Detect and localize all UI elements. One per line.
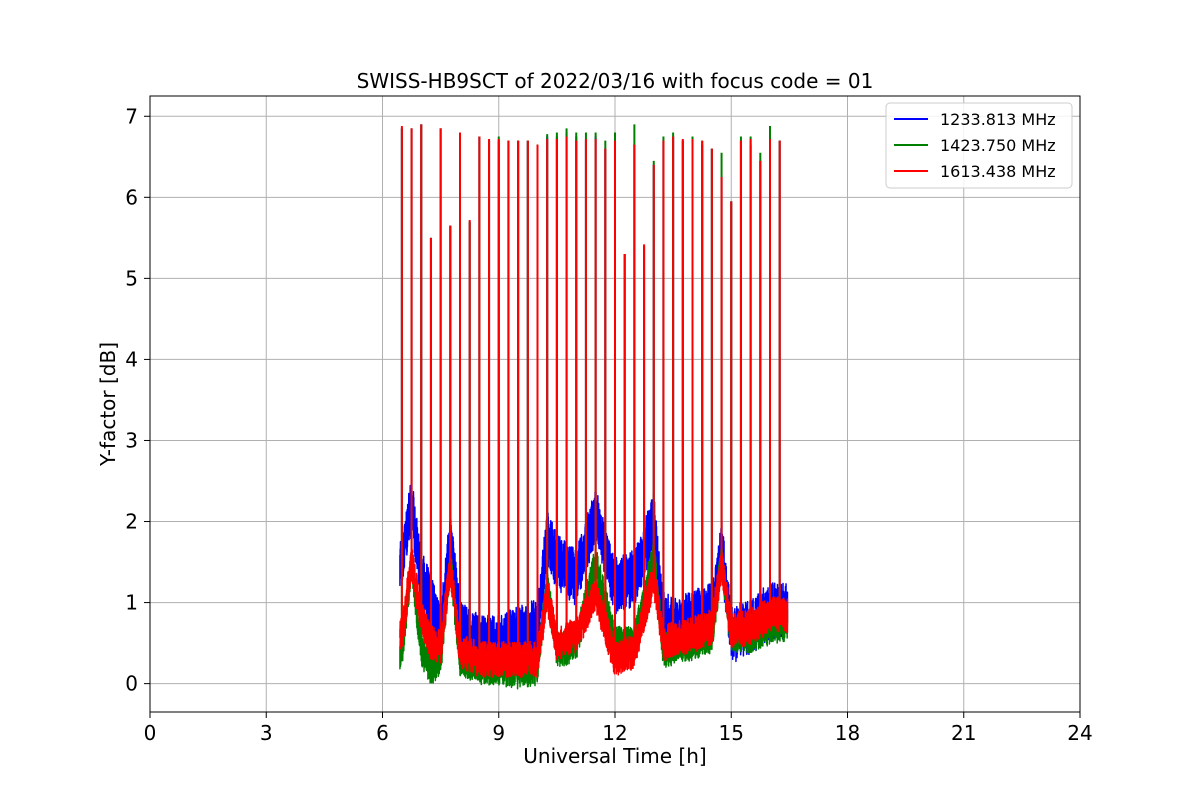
x-tick-label: 6 (376, 721, 389, 745)
x-tick-label: 3 (260, 721, 273, 745)
y-tick-label: 2 (125, 510, 138, 534)
y-tick-label: 0 (125, 672, 138, 696)
y-tick-label: 4 (125, 347, 138, 371)
legend: 1233.813 MHz 1423.750 MHz 1613.438 MHz (885, 102, 1073, 189)
x-tick-label: 12 (602, 721, 627, 745)
x-tick-label: 15 (719, 721, 744, 745)
y-axis-ticks: 0 1 2 3 4 5 6 7 (125, 104, 150, 696)
y-tick-label: 1 (125, 591, 138, 615)
x-axis-label: Universal Time [h] (523, 744, 706, 768)
y-tick-label: 7 (125, 104, 138, 128)
x-tick-label: 18 (835, 721, 860, 745)
chart-title: SWISS-HB9SCT of 2022/03/16 with focus co… (357, 69, 874, 93)
series-1613-438-mhz (399, 124, 789, 678)
legend-label: 1613.438 MHz (940, 162, 1056, 181)
x-axis-ticks: 0 3 6 9 12 15 18 21 24 (144, 712, 1093, 745)
x-tick-label: 9 (492, 721, 505, 745)
y-tick-label: 5 (125, 266, 138, 290)
y-axis-label: Y-factor [dB] (96, 342, 120, 467)
legend-label: 1233.813 MHz (940, 110, 1056, 129)
legend-label: 1423.750 MHz (940, 136, 1056, 155)
x-tick-label: 21 (951, 721, 976, 745)
y-tick-label: 3 (125, 428, 138, 452)
y-tick-label: 6 (125, 185, 138, 209)
legend-box (885, 102, 1073, 189)
x-tick-label: 0 (144, 721, 157, 745)
series-baseline-trace (399, 546, 789, 678)
x-tick-label: 24 (1067, 721, 1092, 745)
series-layer (399, 124, 789, 690)
